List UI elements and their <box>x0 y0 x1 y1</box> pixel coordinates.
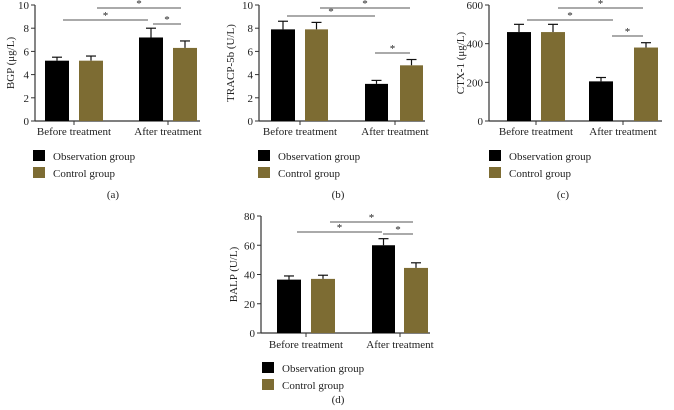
panel-d-bar-observation <box>372 245 395 333</box>
panel-d-significance-marker: * <box>337 222 343 234</box>
panel-d-y-tick-label: 20 <box>244 299 256 311</box>
panel-a-y-tick-label: 4 <box>24 70 30 82</box>
panel-c-x-tick-label: After treatment <box>589 126 657 138</box>
panel-c-y-tick-label: 200 <box>467 77 484 89</box>
panel-d-legend-swatch <box>262 362 274 373</box>
panel-d-significance-marker: * <box>369 212 375 224</box>
panel-c-y-tick-label: 0 <box>478 116 484 128</box>
panel-b-y-tick-label: 10 <box>242 0 254 12</box>
panel-c-legend-label: Control group <box>509 168 572 180</box>
panel-b-y-tick-label: 2 <box>248 93 254 105</box>
panel-a-y-tick-label: 10 <box>18 0 30 12</box>
panel-b-legend-label: Observation group <box>278 151 361 163</box>
panel-b-significance-marker: * <box>328 6 334 18</box>
panel-d-significance-marker: * <box>395 224 401 236</box>
panel-b-legend-label: Control group <box>278 168 341 180</box>
panel-a-legend-swatch <box>33 167 45 178</box>
panel-d-y-tick-label: 40 <box>244 270 256 282</box>
panel-c-y-axis-label: CTX-1 (μg/L) <box>455 31 467 94</box>
panel-d-x-tick-label: Before treatment <box>269 339 343 351</box>
panel-b-bar-observation <box>365 83 388 121</box>
panel-d-y-axis-label: BALP (U/L) <box>228 246 240 302</box>
panel-a-bar-observation <box>45 60 69 121</box>
panel-a-significance-marker: * <box>164 14 170 26</box>
panel-a-y-tick-label: 6 <box>24 46 30 58</box>
panel-b-legend-swatch <box>258 167 270 178</box>
panel-a-bar-control <box>173 47 197 121</box>
panel-a-y-tick-label: 2 <box>24 93 30 105</box>
panel-a-legend-label: Observation group <box>53 151 136 163</box>
panel-b-significance-marker: * <box>362 0 368 10</box>
panel-c-y-tick-label: 600 <box>467 0 484 12</box>
panel-c-legend-label: Observation group <box>509 151 592 163</box>
panel-c-significance-marker: * <box>567 10 573 22</box>
panel-a-x-tick-label: After treatment <box>134 126 202 138</box>
panel-b-y-axis-label: TRACP-5b (U/L) <box>225 24 237 102</box>
panel-a-legend-swatch <box>33 150 45 161</box>
panel-d-bar-control <box>404 267 428 333</box>
panel-a-y-tick-label: 0 <box>24 116 30 128</box>
panel-d-x-tick-label: After treatment <box>366 339 434 351</box>
panel-b-y-tick-label: 0 <box>248 116 254 128</box>
panel-d-bar-observation <box>277 279 301 333</box>
panel-c-x-tick-label: Before treatment <box>499 126 573 138</box>
panel-a-y-tick-label: 8 <box>24 23 30 35</box>
panel-b-bar-control <box>400 65 423 121</box>
panel-c-bar-observation <box>589 81 613 121</box>
panel-c-significance-marker: * <box>625 26 631 38</box>
panel-a-caption: (a) <box>107 189 120 201</box>
panel-c-bar-observation <box>507 32 531 121</box>
panel-d-y-tick-label: 0 <box>250 328 256 340</box>
panel-a-bar-control <box>79 60 103 121</box>
panel-a-significance-marker: * <box>136 0 142 10</box>
panel-b-bar-observation <box>271 29 295 121</box>
panel-b-y-tick-label: 6 <box>248 46 254 58</box>
panel-d-legend-label: Observation group <box>282 363 365 375</box>
panel-b-significance-marker: * <box>390 43 396 55</box>
panel-b-caption: (b) <box>332 189 345 201</box>
panel-b-x-tick-label: After treatment <box>361 126 429 138</box>
panel-a-y-axis-label: BGP (μg/L) <box>5 37 17 90</box>
panel-c-bar-control <box>541 32 565 121</box>
panel-c-legend-swatch <box>489 150 501 161</box>
panel-c-caption: (c) <box>557 189 570 201</box>
panel-b-bar-control <box>305 29 328 121</box>
panel-d-bar-control <box>311 278 335 333</box>
panel-d-y-tick-label: 80 <box>244 211 256 223</box>
panel-a-legend-label: Control group <box>53 168 116 180</box>
panel-d-y-tick-label: 60 <box>244 240 256 252</box>
panel-d-caption: (d) <box>332 394 345 406</box>
panel-b-y-tick-label: 8 <box>248 23 254 35</box>
panel-a-significance-marker: * <box>103 10 109 22</box>
panel-d-legend-label: Control group <box>282 380 345 392</box>
panel-b-x-tick-label: Before treatment <box>263 126 337 138</box>
panel-c-legend-swatch <box>489 167 501 178</box>
panel-a-x-tick-label: Before treatment <box>37 126 111 138</box>
panel-c-significance-marker: * <box>598 0 604 10</box>
panel-b-y-tick-label: 4 <box>248 70 254 82</box>
panel-c-bar-control <box>634 47 658 121</box>
panel-d-legend-swatch <box>262 379 274 390</box>
panel-b-legend-swatch <box>258 150 270 161</box>
panel-c-y-tick-label: 400 <box>467 39 484 51</box>
panel-a-bar-observation <box>139 37 163 122</box>
